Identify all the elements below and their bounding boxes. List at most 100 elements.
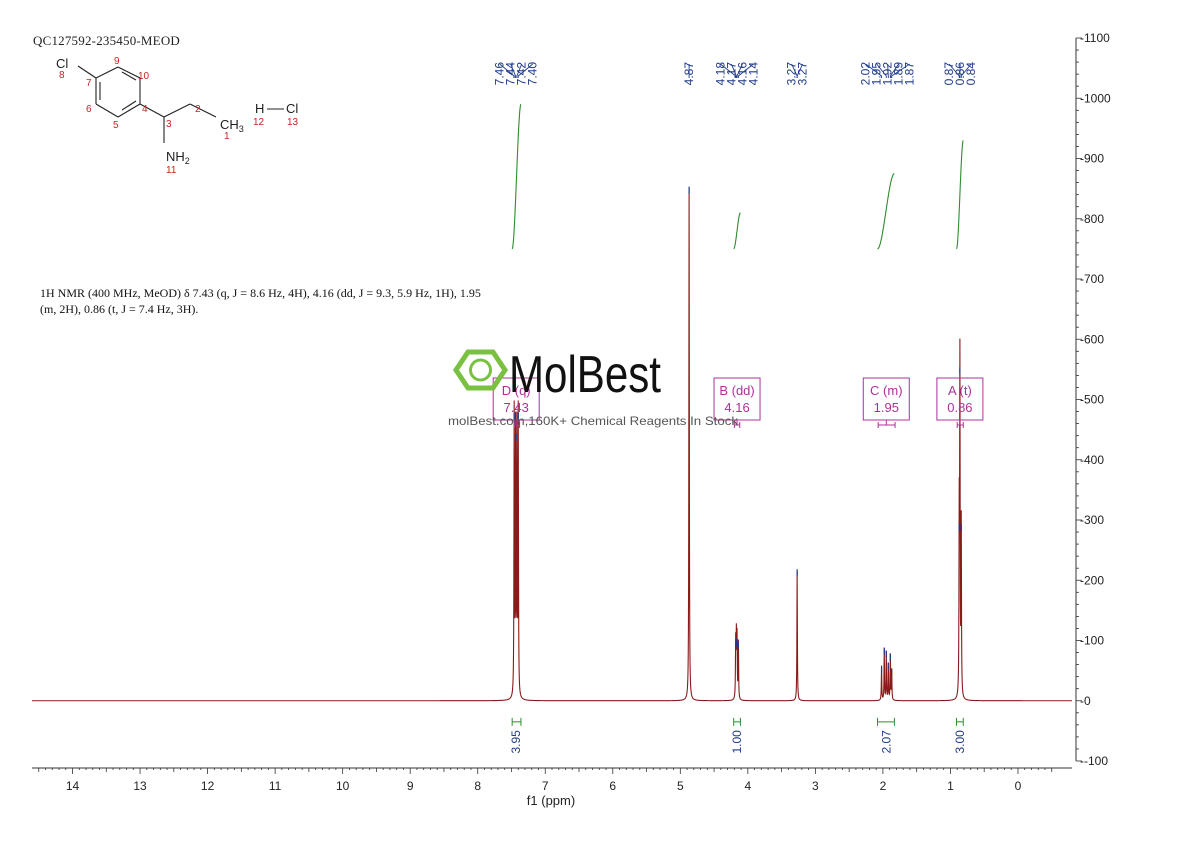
integral-value: 1.00 [730, 730, 744, 754]
peak-connector [499, 63, 515, 78]
atom-num-3: 3 [166, 119, 172, 130]
multiplet-label: A (t) [948, 383, 972, 398]
multiplet-label: D (q) [502, 383, 531, 398]
watermark-logo-icon [452, 349, 509, 391]
peak-shift-label: 7.44 [504, 62, 518, 86]
peak-shift-label: 4.14 [746, 62, 760, 86]
integral-value: 2.07 [879, 730, 893, 754]
peak-shift-label: 4.16 [735, 62, 749, 86]
atom-num-7: 7 [86, 78, 92, 89]
y-tick-label: -0 [1080, 694, 1091, 708]
nmr-description-line2: (m, 2H), 0.86 (t, J = 7.4 Hz, 3H). [40, 302, 199, 316]
peak-connector [510, 63, 516, 78]
x-tick-label: 1 [947, 779, 954, 793]
peak-connector [737, 63, 754, 78]
y-tick-label: -600 [1080, 332, 1104, 346]
atom-num-10: 10 [138, 71, 150, 82]
atom-cl: Cl [56, 56, 68, 71]
atom-num-2: 2 [195, 104, 201, 115]
atom-num-4: 4 [142, 104, 148, 115]
y-tick-label: -500 [1080, 393, 1104, 407]
atom-ch3: CH3 [220, 117, 244, 134]
x-tick-label: 4 [745, 779, 752, 793]
peak-connector [720, 63, 737, 78]
x-tick-label: 11 [269, 779, 282, 793]
y-tick-label: -700 [1080, 272, 1104, 286]
y-tick-label: -300 [1080, 513, 1104, 527]
x-tick-label: 6 [609, 779, 616, 793]
atom-num-11: 11 [166, 165, 177, 176]
x-tick-label: 7 [542, 779, 549, 793]
y-tick-label: -400 [1080, 453, 1104, 467]
watermark-tagline: molBest.com,160K+ Chemical Reagents In S… [448, 414, 739, 428]
peak-shift-label: 4.17 [724, 62, 738, 86]
y-tick-label: -200 [1080, 573, 1104, 587]
integral-value: 3.95 [509, 730, 523, 754]
y-tick-label: -1100 [1080, 31, 1110, 45]
integral-curve [511, 103, 522, 250]
peak-shift-label: 1.87 [903, 62, 917, 86]
y-axis: --100 -0 -100 -200 -300 -400 -500 -600 -700 -800 -… [1075, 31, 1111, 768]
x-tick-label: 10 [336, 779, 350, 793]
atom-num-1: 1 [224, 131, 230, 142]
spectrum-trace [32, 188, 1072, 702]
atom-num-13: 13 [287, 117, 299, 128]
x-tick-label: 14 [66, 779, 80, 793]
integral-curve [956, 140, 964, 250]
molbest-watermark: MolBest molBest.com,160K+ Chemical Reage… [448, 346, 739, 428]
x-tick-label: 5 [677, 779, 684, 793]
peak-connector [887, 63, 889, 78]
multiplet-shift: 4.16 [724, 400, 749, 415]
peak-connector [891, 63, 910, 78]
peak-shift-label: 2.02 [859, 62, 873, 86]
multiplet-shift: 1.95 [874, 400, 899, 415]
peak-shift-label: 3.27 [796, 62, 810, 86]
peak-connector [960, 63, 972, 78]
chemical-structure [77, 65, 284, 143]
x-axis-label: f1 (ppm) [527, 793, 575, 808]
atom-cl-13: Cl [286, 101, 298, 116]
peak-connector [517, 63, 533, 78]
integral-value: 3.00 [953, 730, 967, 754]
multiplet-shift: 0.86 [947, 400, 972, 415]
peak-shift-label: 1.89 [892, 62, 906, 86]
peak-shift-label: 4.18 [713, 62, 727, 86]
atom-num-6: 6 [86, 104, 92, 115]
sample-id: QC127592-235450-MEOD [33, 33, 180, 48]
y-tick-label: -1000 [1080, 91, 1111, 105]
atom-num-8: 8 [59, 70, 65, 81]
multiplet-layer: D (q) 7.43 B (dd) 4.16 C (m) 1.95 A (t) 0.86 [492, 377, 984, 428]
spectrum-layer [32, 186, 1072, 702]
peak-connector [796, 63, 804, 78]
x-tick-label: 12 [201, 779, 215, 793]
x-tick-label: 2 [880, 779, 887, 793]
peak-label-layer: 7.467.447.427.40 4.87 4.184.174.164.14 3.27… [493, 62, 978, 86]
x-tick-label: 8 [474, 779, 481, 793]
peak-shift-label: 7.46 [493, 62, 507, 86]
structure-labels: Cl 8 9 10 7 6 4 5 3 2 CH3 1 NH2 11 H 12 … [56, 56, 299, 176]
x-tick-label: 3 [812, 779, 819, 793]
peak-shift-label: 0.84 [964, 62, 978, 86]
atom-num-9: 9 [114, 56, 120, 67]
atom-num-5: 5 [113, 120, 119, 131]
nmr-description: 1H NMR (400 MHz, MeOD) δ 7.43 (q, J = 8.… [40, 285, 540, 317]
y-tick-label: -800 [1080, 212, 1104, 226]
peak-shift-label: 3.27 [785, 62, 799, 86]
peak-connector [876, 63, 887, 78]
peak-shift-label: 1.92 [881, 62, 895, 86]
peak-connector [889, 63, 900, 78]
peak-connector [516, 63, 523, 78]
y-tick-label: --100 [1080, 754, 1108, 768]
atom-nh2: NH2 [166, 149, 190, 166]
y-tick-label: -100 [1080, 634, 1104, 648]
peak-connector [865, 63, 883, 78]
x-axis: 14 13 12 11 10 9 8 7 6 5 4 3 2 1 0 [32, 767, 1072, 793]
peak-shift-label: 7.40 [526, 62, 540, 86]
integral-curve [733, 212, 741, 250]
multiplet-shift: 7.43 [504, 400, 529, 415]
multiplet-label: C (m) [870, 383, 903, 398]
atom-num-12: 12 [253, 117, 265, 128]
peak-connector [948, 63, 960, 78]
y-tick-label: -900 [1080, 152, 1104, 166]
